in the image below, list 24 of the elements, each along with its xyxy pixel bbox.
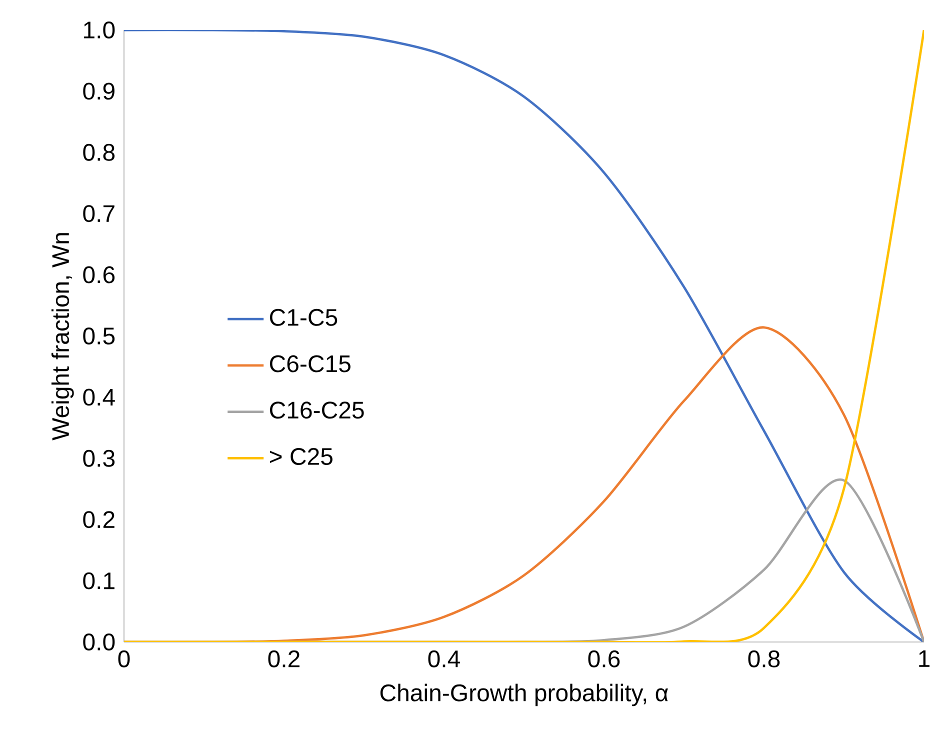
x-tick-label: 0: [118, 650, 130, 668]
legend-label: > C25: [270, 448, 332, 465]
legend-label: C16-C25: [270, 402, 364, 419]
y-tick-label: 0.4: [83, 388, 115, 406]
y-tick-label: 0.6: [83, 266, 115, 284]
y-tick-label: 0.7: [83, 205, 114, 222]
x-tick-label: 0.2: [268, 650, 300, 668]
line-series: [124, 30, 924, 642]
x-axis-title: Chain-Growth probability, α: [380, 684, 668, 706]
y-tick-label: 0.8: [83, 144, 115, 161]
x-tick-label: 0.4: [428, 650, 460, 668]
y-tick-label: 1.0: [84, 22, 115, 38]
y-axis-title: Weight fraction, Wn: [51, 233, 74, 440]
y-tick-label: 0.1: [83, 572, 114, 590]
x-tick-label: 1: [919, 650, 930, 667]
x-tick-label: 0.6: [588, 650, 620, 668]
y-tick-label: 0.9: [83, 82, 114, 100]
legend-label: C6-C15: [270, 355, 350, 372]
y-tick-label: 0.0: [83, 634, 115, 650]
legend-label: C1-C5: [270, 308, 338, 326]
y-tick-label: 0.5: [83, 328, 115, 344]
y-tick-label: 0.2: [83, 511, 114, 528]
x-tick-label: 0.8: [748, 650, 780, 668]
y-tick-label: 0.3: [83, 450, 115, 467]
